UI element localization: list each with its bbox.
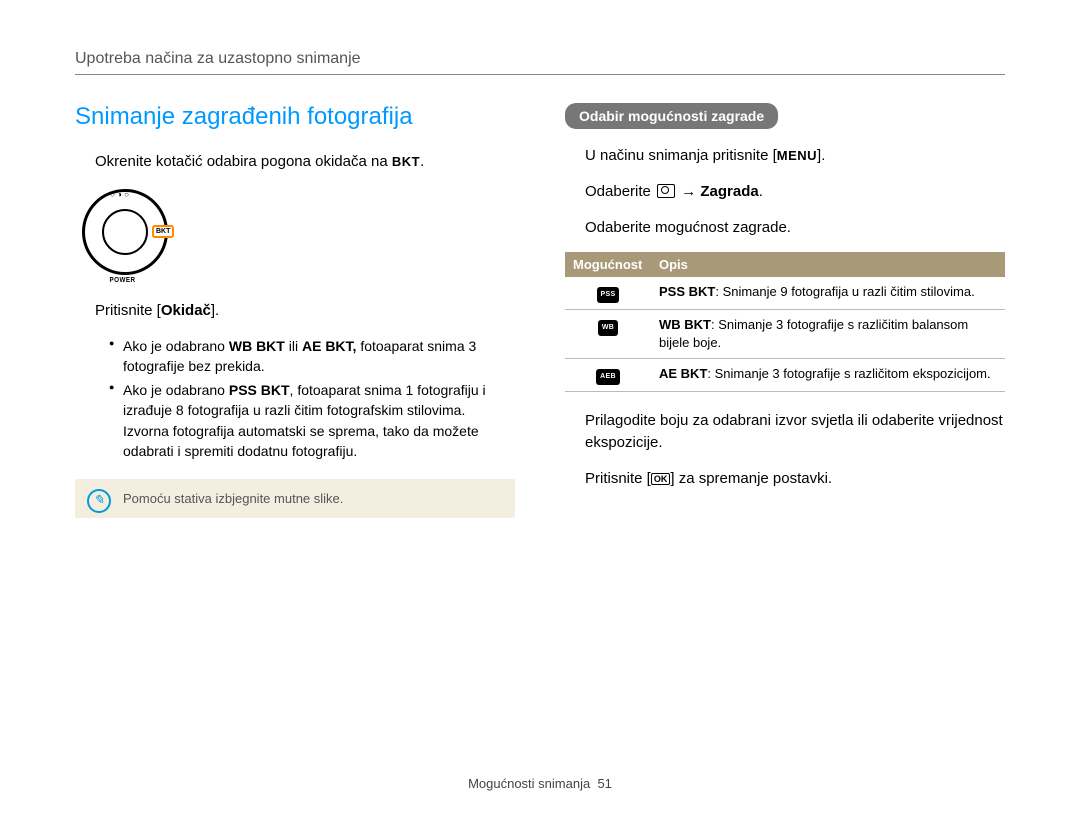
options-table: Mogućnost Opis PSS PSS BKT: Snimanje 9 f… bbox=[565, 252, 1005, 392]
r-step-4: Prilagodite boju za odabrani izvor svjet… bbox=[565, 410, 1005, 454]
bullet-list: Ako je odabrano WB BKT ili AE BKT, fotoa… bbox=[75, 336, 515, 462]
camera-icon bbox=[657, 184, 675, 198]
th-desc: Opis bbox=[651, 252, 1005, 277]
content-columns: Snimanje zagrađenih fotograﬁja Okrenite … bbox=[75, 103, 1005, 518]
r-step-2: Odaberite → Zagrada. bbox=[565, 181, 1005, 203]
r-step-3: Odaberite mogućnost zagrade. bbox=[565, 217, 1005, 239]
dial-power-label: POWER bbox=[109, 277, 135, 284]
right-column: Odabir mogućnosti zagrade U načinu snima… bbox=[565, 103, 1005, 518]
ae-icon: AEB bbox=[596, 369, 620, 385]
step-2: Pritisnite [Okidač]. bbox=[75, 300, 515, 322]
step1-text-post: . bbox=[420, 153, 424, 170]
shutter-label: Okidač bbox=[161, 302, 211, 319]
mode-dial-icon: ○ ◑ ○ BKT POWER bbox=[80, 187, 175, 282]
footer-page: 51 bbox=[597, 776, 611, 791]
ok-icon: OK bbox=[651, 473, 671, 485]
footer-label: Mogućnosti snimanja bbox=[468, 776, 590, 791]
step2-pre: Pritisnite [ bbox=[95, 302, 161, 319]
subsection-pill: Odabir mogućnosti zagrade bbox=[565, 103, 778, 129]
left-column: Snimanje zagrađenih fotograﬁja Okrenite … bbox=[75, 103, 515, 518]
table-row: PSS PSS BKT: Snimanje 9 fotograﬁja u raz… bbox=[565, 277, 1005, 309]
pss-icon: PSS bbox=[597, 287, 620, 303]
dial-bkt-marker: BKT bbox=[152, 225, 174, 238]
section-title: Snimanje zagrađenih fotograﬁja bbox=[75, 103, 515, 131]
bkt-label: BKT bbox=[392, 154, 420, 169]
step-1: Okrenite kotačić odabira pogona okidača … bbox=[75, 151, 515, 173]
wb-icon: WB bbox=[598, 320, 618, 336]
page-footer: Mogućnosti snimanja 51 bbox=[0, 776, 1080, 791]
bullet-2: Ako je odabrano PSS BKT, fotoaparat snim… bbox=[109, 380, 515, 461]
r-step-1: U načinu snimanja pritisnite [MENU]. bbox=[565, 145, 1005, 167]
table-row: AEB AE BKT: Snimanje 3 fotograﬁje s razl… bbox=[565, 359, 1005, 392]
note-box: ✎ Pomoću stativa izbjegnite mutne slike. bbox=[75, 479, 515, 518]
th-option: Mogućnost bbox=[565, 252, 651, 277]
table-row: WB WB BKT: Snimanje 3 fotograﬁje s razli… bbox=[565, 310, 1005, 359]
note-text: Pomoću stativa izbjegnite mutne slike. bbox=[123, 491, 343, 506]
step2-post: ]. bbox=[211, 302, 219, 319]
menu-button-label: MENU bbox=[777, 148, 817, 163]
step1-text-pre: Okrenite kotačić odabira pogona okidača … bbox=[95, 153, 392, 170]
manual-page: Upotreba načina za uzastopno snimanje Sn… bbox=[0, 0, 1080, 815]
breadcrumb: Upotreba načina za uzastopno snimanje bbox=[75, 50, 1005, 75]
info-icon: ✎ bbox=[87, 489, 111, 513]
r-step-5: Pritisnite [OK] za spremanje postavki. bbox=[565, 468, 1005, 490]
bullet-1: Ako je odabrano WB BKT ili AE BKT, fotoa… bbox=[109, 336, 515, 377]
